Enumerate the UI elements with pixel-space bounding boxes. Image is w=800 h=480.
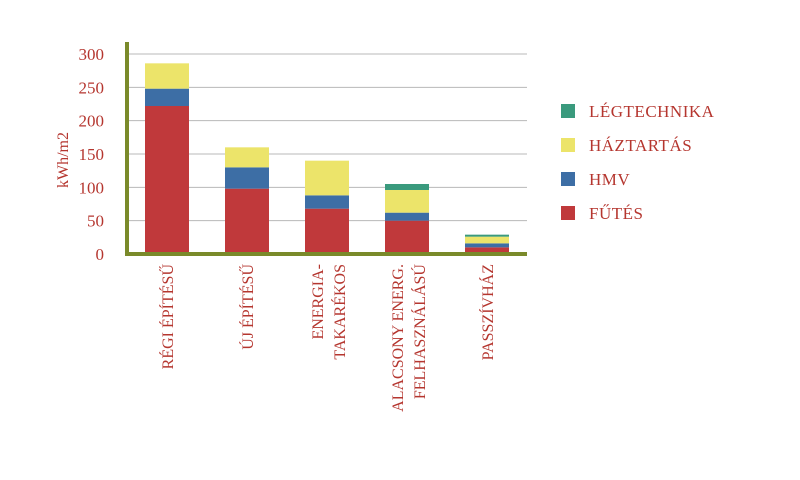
y-tick-label: 250 [79, 78, 105, 97]
y-tick-label: 0 [96, 245, 105, 264]
bar-segment [225, 188, 269, 254]
axes [125, 42, 527, 256]
x-category-label: ÚJ ÉPÍTÉSŰ [238, 264, 257, 350]
bar-segment [465, 236, 509, 244]
legend-label: LÉGTECHNIKA [589, 102, 715, 121]
grid-lines [127, 53, 527, 222]
y-tick-label: 300 [79, 45, 105, 64]
bar-segment [385, 212, 429, 221]
x-category-label: PASSZÍVHÁZ [478, 264, 497, 360]
bar-segment [305, 160, 349, 196]
bar-segment [385, 220, 429, 254]
y-tick-label: 200 [79, 112, 105, 131]
y-tick-label: 100 [79, 178, 105, 197]
x-category-labels: RÉGI ÉPÍTÉSŰ ÚJ ÉPÍTÉSŰ ENERGIA- TAKARÉKOS A… [158, 264, 497, 412]
bar-segment [305, 195, 349, 209]
x-category-label: FELHASZNÁLÁSÚ [410, 264, 429, 400]
bar-segment [145, 88, 189, 106]
y-tick-label: 50 [87, 212, 104, 231]
bar-segment [465, 234, 509, 237]
x-category-label: RÉGI ÉPÍTÉSŰ [158, 264, 177, 370]
legend-swatch [561, 206, 575, 220]
bar-segment [225, 147, 269, 168]
bar-segment [145, 63, 189, 89]
legend-label: HMV [589, 170, 630, 189]
bars [145, 63, 509, 254]
legend-swatch [561, 104, 575, 118]
x-category-label: ENERGIA- [310, 264, 327, 340]
x-category-label: ALACSONY ENERG. [390, 264, 407, 412]
bar-segment [385, 190, 429, 213]
y-tick-labels: 0 50 100 150 200 250 300 [79, 45, 105, 264]
bar-segment [465, 243, 509, 248]
bar-segment [145, 106, 189, 254]
legend-label: FŰTÉS [589, 204, 643, 223]
legend-label: HÁZTARTÁS [589, 136, 692, 155]
bar-segment [225, 167, 269, 189]
bar-segment [465, 247, 509, 254]
y-tick-label: 150 [79, 145, 105, 164]
y-axis-title: kWh/m2 [55, 132, 72, 188]
bar-segment [305, 208, 349, 254]
x-category-label: TAKARÉKOS [330, 264, 349, 360]
bar-segment [385, 184, 429, 190]
legend: LÉGTECHNIKA HÁZTARTÁS HMV FŰTÉS [561, 102, 715, 223]
legend-swatch [561, 138, 575, 152]
legend-swatch [561, 172, 575, 186]
